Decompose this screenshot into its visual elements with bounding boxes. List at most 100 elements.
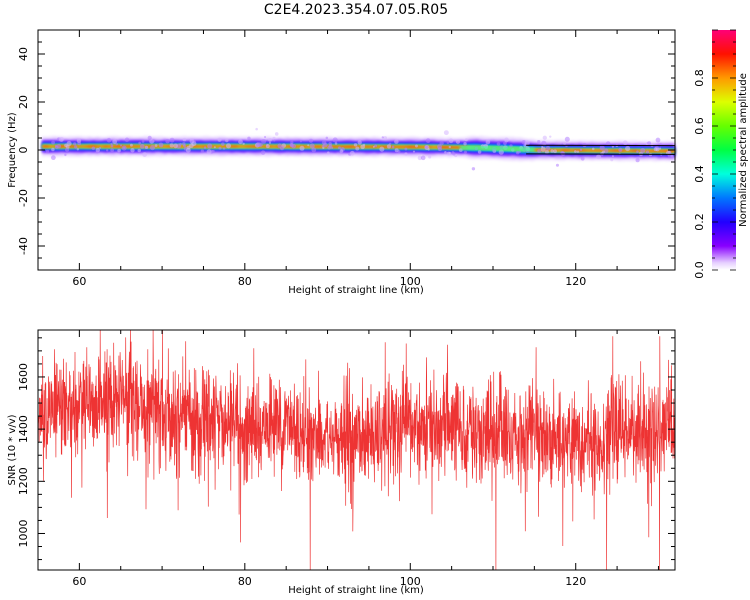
snr-series [37, 329, 676, 571]
heatmap-speckle [640, 147, 646, 153]
heatmap-speckle [91, 146, 96, 151]
colorbar-label: Normalized spectral amplitude [738, 73, 749, 227]
heatmap-speckle [446, 151, 451, 156]
heatmap-speckle [404, 152, 408, 156]
heatmap-speckle [309, 143, 315, 149]
heatmap-speckle [130, 143, 133, 147]
heatmap-speckle [225, 143, 232, 149]
heatmap-speckle [339, 149, 344, 153]
heatmap-speckle [308, 138, 314, 143]
heatmap-speckle [200, 149, 204, 153]
heatmap-speckle [379, 146, 385, 152]
heatmap-speckle [439, 140, 444, 146]
heatmap-speckle [563, 141, 567, 145]
heatmap-speckle [149, 145, 156, 151]
heatmap-speckle [471, 167, 476, 171]
heatmap-speckle [145, 146, 148, 149]
heatmap-speckle [444, 150, 447, 154]
heatmap-speckle [504, 137, 509, 143]
heatmap-speckle [73, 142, 77, 146]
snr-frame [37, 329, 676, 571]
heatmap-speckle [158, 142, 164, 148]
snr-y-tick-label: 1400 [17, 415, 30, 443]
heatmap-speckle [74, 145, 78, 149]
heatmap-speckle [110, 142, 113, 146]
heatmap-speckle [516, 151, 519, 154]
heatmap-speckle [599, 145, 605, 151]
heatmap-speckle [625, 145, 631, 152]
heatmap-speckle [446, 141, 450, 145]
heatmap-speckle [110, 148, 115, 153]
heatmap-speckle [189, 138, 195, 144]
heatmap-speckle [147, 135, 152, 140]
heatmap-speckle [330, 146, 334, 149]
heatmap-speckle [142, 152, 148, 157]
heatmap-speckle [169, 143, 174, 148]
snr-x-tick-label: 80 [238, 575, 252, 588]
heatmap-speckle [503, 141, 507, 146]
heatmap-speckle [328, 142, 332, 146]
heatmap-speckle [151, 139, 155, 143]
heatmap-speckle [272, 136, 276, 140]
heatmap-speckle [213, 146, 216, 149]
spectrogram-ticks: 60 80 100 120 -40 -20 0 20 40 [17, 29, 675, 288]
spectrogram-y-tick-label: -40 [17, 237, 30, 255]
snr-plot-area [38, 330, 675, 570]
heatmap-speckle [357, 140, 362, 145]
heatmap-speckle [98, 146, 102, 150]
heatmap-speckle [485, 139, 491, 145]
heatmap-speckle [420, 155, 426, 161]
heatmap-speckle [169, 137, 175, 143]
heatmap-speckle [173, 143, 178, 149]
heatmap-speckle [222, 147, 226, 150]
heatmap-speckle [182, 142, 186, 146]
heatmap-speckle [477, 150, 482, 154]
snr-panel: 60 80 100 120 1000 1200 1400 1600 Height of str… [7, 329, 676, 596]
heatmap-speckle [541, 140, 547, 146]
heatmap-speckle [65, 147, 70, 152]
spectrogram-frame [37, 29, 676, 271]
snr-y-tick-label: 1200 [17, 467, 30, 495]
heatmap-speckle [553, 149, 557, 154]
heatmap-speckle [349, 150, 355, 156]
heatmap-speckle [242, 142, 245, 145]
heatmap-speckle [165, 138, 170, 144]
heatmap-speckle [154, 144, 158, 147]
heatmap-speckle [355, 146, 360, 151]
heatmap-speckle [542, 135, 547, 140]
heatmap-speckle [185, 147, 191, 153]
heatmap-speckle [274, 132, 279, 136]
heatmap-speckle [334, 142, 338, 145]
heatmap-speckle [353, 143, 358, 147]
heatmap-speckle [463, 142, 467, 146]
heatmap-speckle [321, 140, 327, 145]
heatmap-speckle [622, 140, 628, 146]
heatmap-speckle [496, 142, 501, 146]
heatmap-speckle [203, 146, 207, 149]
heatmap-speckle [448, 145, 451, 149]
snr-x-tick-label: 60 [72, 575, 86, 588]
heatmap-speckle [655, 137, 661, 143]
snr-y-label: SNR (10 * v/v) [7, 414, 18, 485]
heatmap-speckle [647, 141, 652, 146]
heatmap-speckle [189, 143, 194, 148]
heatmap-speckle [238, 139, 243, 145]
heatmap-speckle [130, 148, 135, 153]
colorbar-gradient [712, 30, 736, 270]
heatmap-speckle [591, 147, 595, 151]
heatmap-speckle [436, 144, 443, 150]
heatmap-speckle [307, 144, 310, 147]
spectrogram-y-tick-label: -20 [17, 189, 30, 207]
heatmap-speckle [95, 150, 99, 154]
heatmap-speckle [123, 146, 126, 149]
colorbar: 0.0 0.2 0.4 0.6 0.8 Normalized spectral ampl… [693, 29, 749, 279]
heatmap-speckle [455, 139, 461, 144]
heatmap-speckle [327, 151, 330, 154]
heatmap-speckle [332, 137, 338, 143]
heatmap-speckle [374, 144, 378, 148]
spectrogram-y-label: Frequency (Hz) [7, 112, 18, 188]
spectrogram-x-tick-label: 60 [72, 275, 86, 288]
heatmap-speckle [636, 150, 639, 153]
heatmap-speckle [265, 144, 270, 149]
heatmap-speckle [115, 143, 118, 146]
